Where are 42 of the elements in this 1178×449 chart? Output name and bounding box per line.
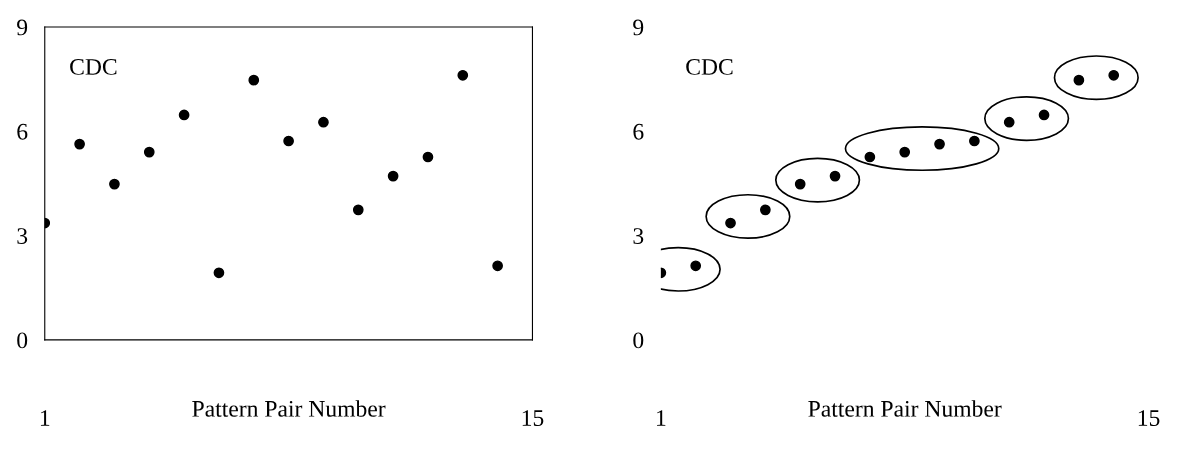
y-tick-label: 3 [17,228,28,244]
point [213,267,225,279]
point [690,260,702,272]
point [109,178,120,190]
y-tick-label: 6 [633,123,644,140]
point [1003,116,1015,128]
point [318,116,329,128]
point [178,109,190,121]
y-tick-label: 3 [633,228,644,244]
point [864,151,876,163]
point [725,217,736,229]
point [457,69,469,81]
x-tick-label: 1 [40,410,50,426]
annotation: CDC [70,58,117,75]
point [934,138,945,150]
x-axis-title: Pattern Pair Number [808,400,1002,417]
point [352,204,364,216]
point [1073,74,1085,86]
point [283,135,294,147]
annotation: CDC [686,58,733,75]
x-tick-label: 15 [522,410,544,426]
y-tick-label: 9 [633,19,644,36]
y-tick-label: 9 [17,19,28,36]
point [1038,109,1050,121]
point [74,138,85,150]
point [387,170,399,182]
point [760,204,771,216]
point [143,146,155,158]
point [1108,69,1120,81]
x-axis-title: Pattern Pair Number [192,400,386,417]
point [969,135,980,147]
point [492,260,503,272]
point [794,178,806,190]
y-tick-label: 0 [633,332,644,349]
x-tick-label: 15 [1138,410,1160,426]
x-tick-label: 1 [657,410,666,426]
point [829,170,841,182]
y-tick-label: 6 [17,123,28,140]
point [899,146,911,158]
point [422,151,434,163]
y-tick-label: 0 [17,332,28,349]
point [248,74,260,86]
